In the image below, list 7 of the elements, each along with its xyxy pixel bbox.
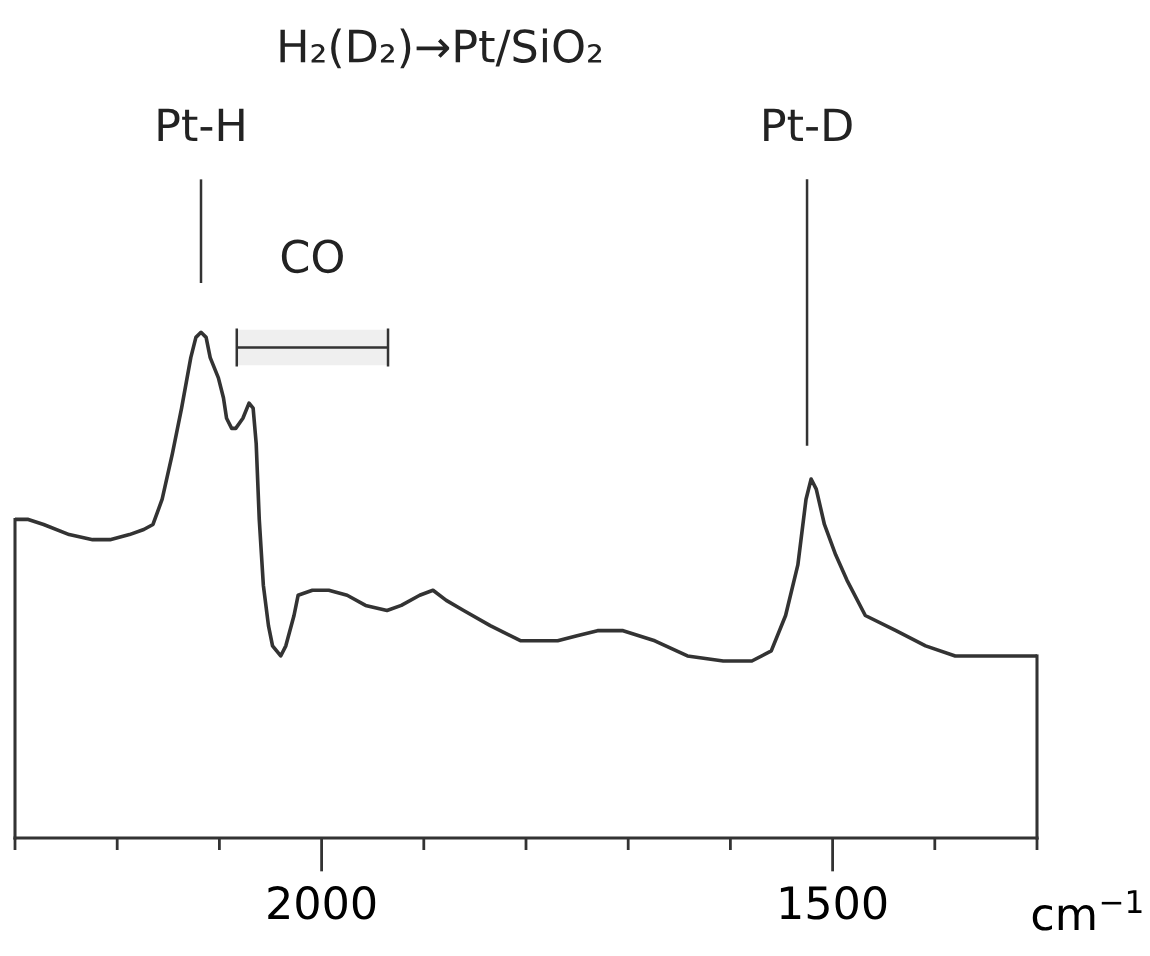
x-tick-label: 2000	[268, 886, 376, 920]
x-axis-title: cm$^{−1}$	[1032, 890, 1142, 931]
band-label: CO	[281, 239, 343, 274]
chart-title: H₂(D₂)→Pt/SiO₂	[280, 28, 602, 69]
x-tick-label: 1500	[780, 886, 887, 920]
ref-line-label: Pt-H	[158, 108, 244, 142]
ref-line-label: Pt-D	[764, 108, 852, 142]
